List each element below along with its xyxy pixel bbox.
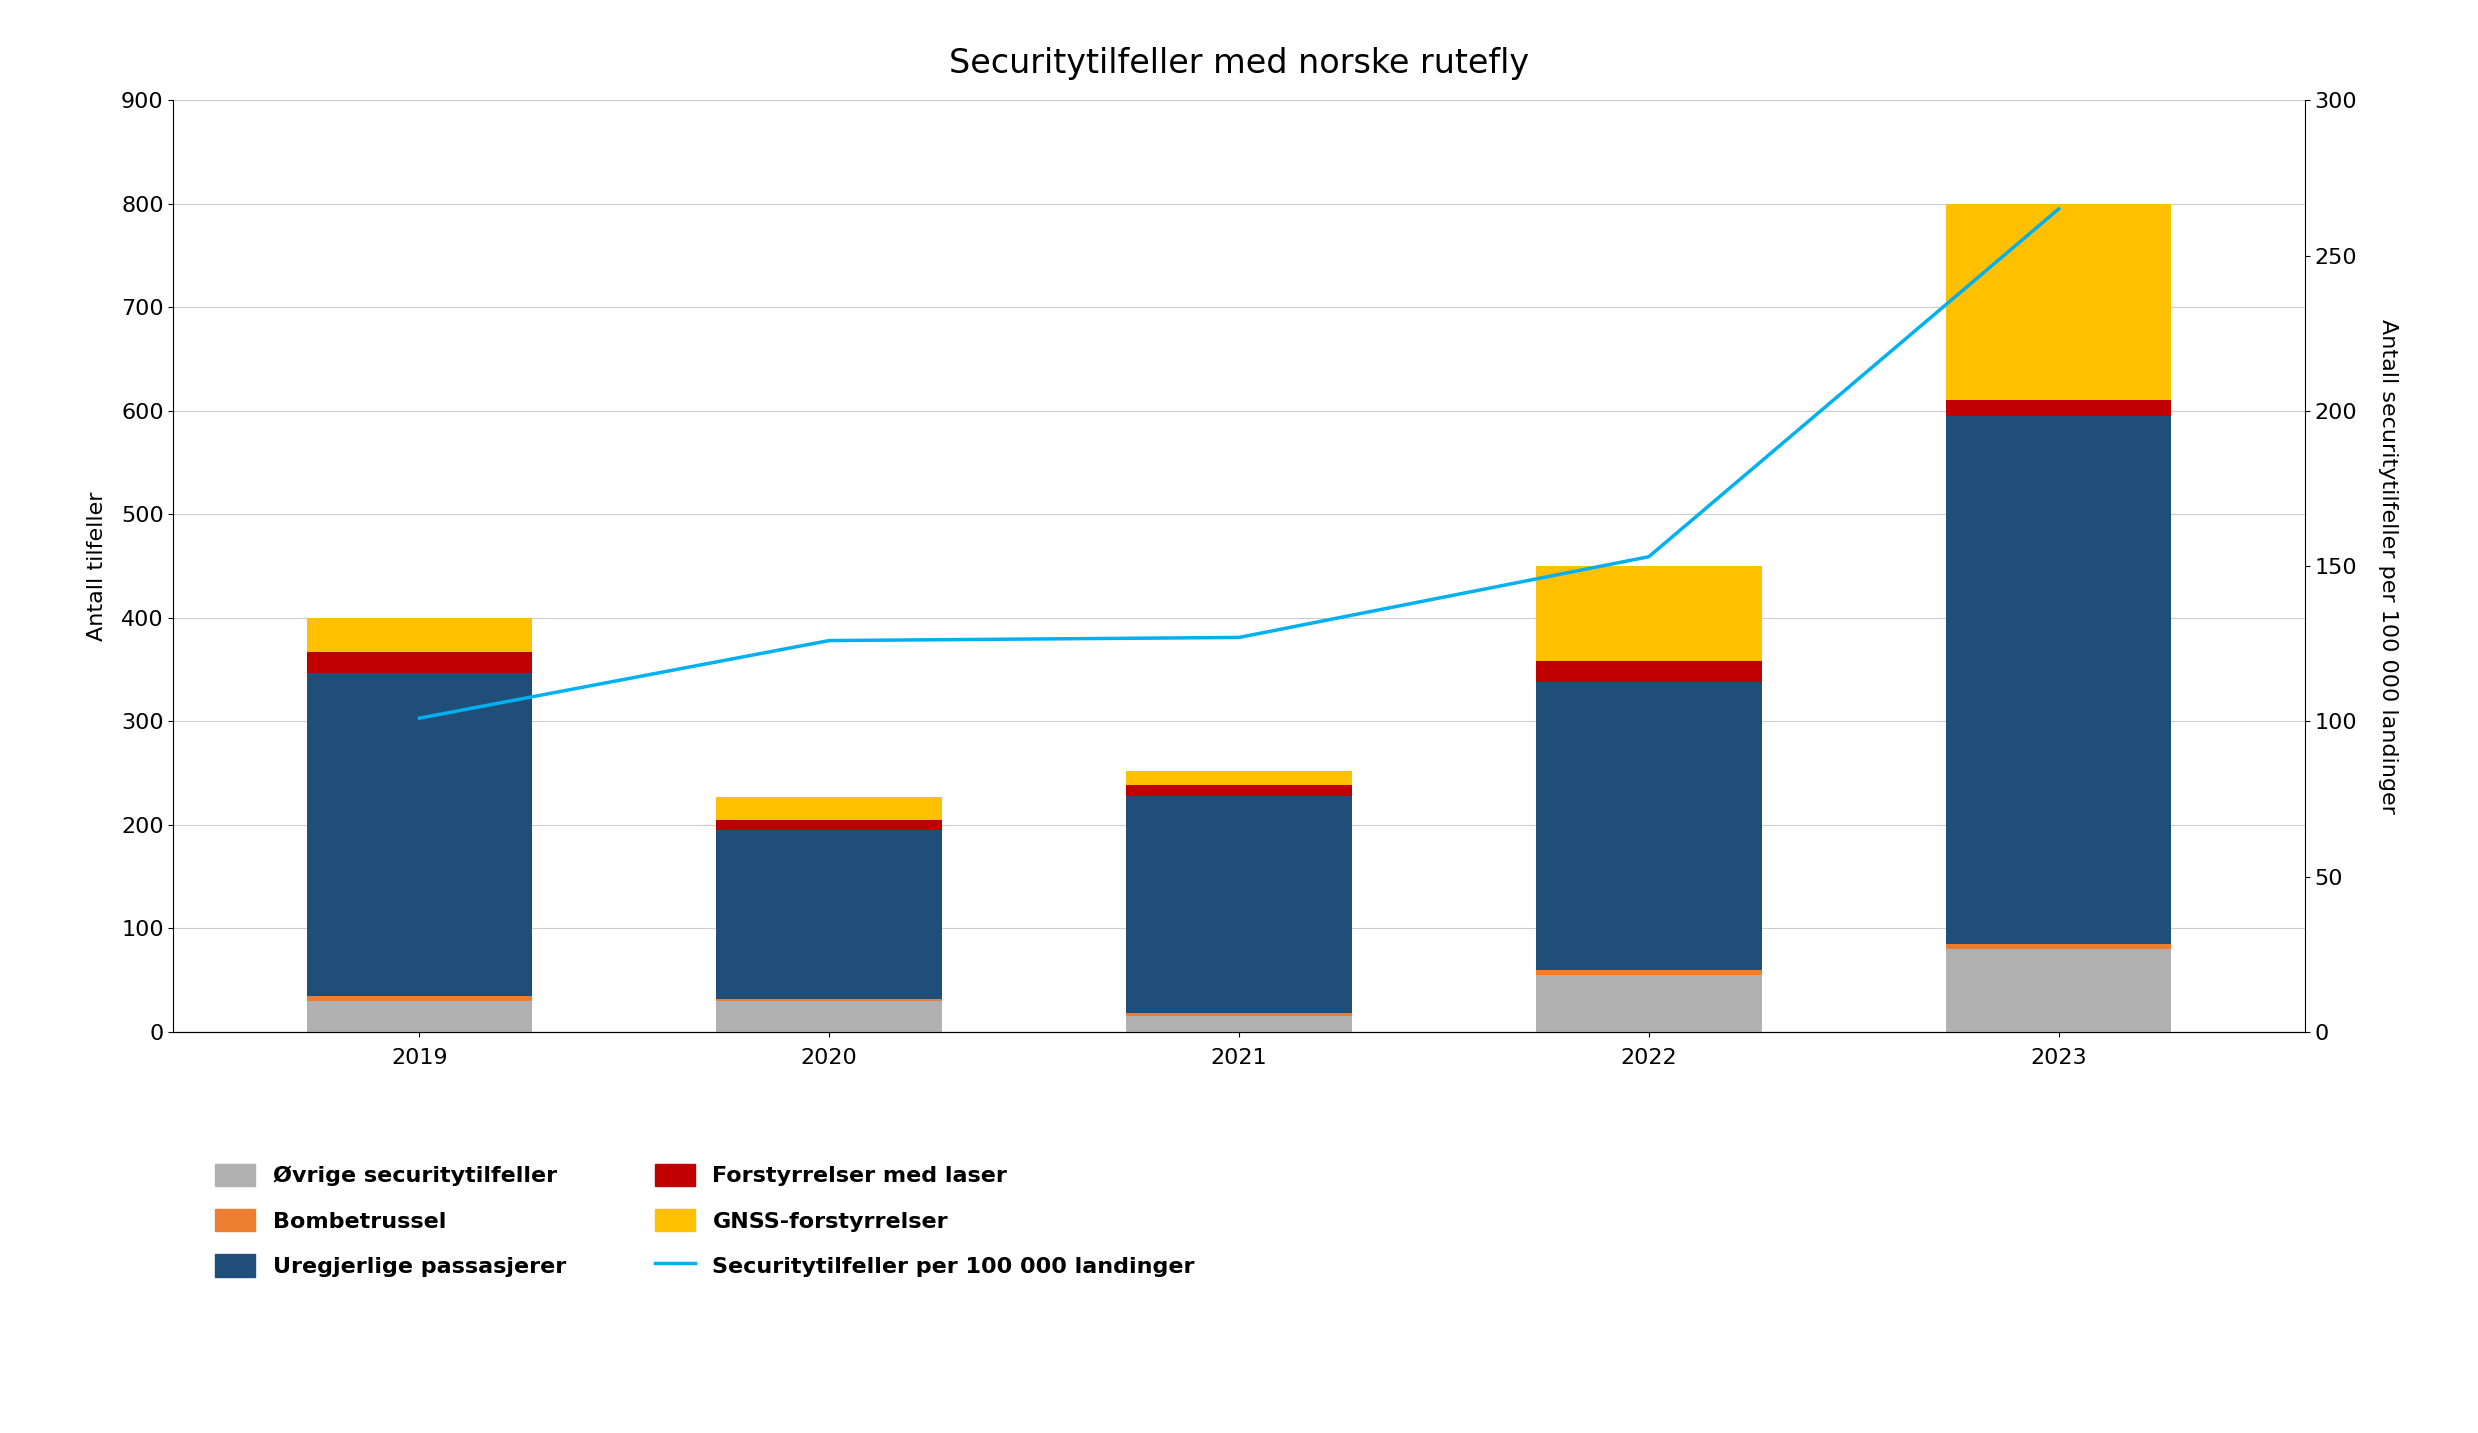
Bar	[1127, 771, 1351, 785]
Bar	[307, 672, 533, 996]
Bar	[1945, 203, 2171, 400]
Bar	[1945, 400, 2171, 416]
Legend: Øvrige securitytilfeller, Bombetrussel, Uregjerlige passasjerer, Forstyrrelser m: Øvrige securitytilfeller, Bombetrussel, …	[206, 1155, 1204, 1285]
Bar	[1127, 1016, 1351, 1032]
Bar	[1536, 970, 1762, 974]
Bar	[716, 820, 942, 830]
Bar	[1536, 974, 1762, 1032]
Bar	[307, 1000, 533, 1032]
Bar	[307, 996, 533, 1000]
Y-axis label: Antall tilfeller: Antall tilfeller	[87, 492, 107, 641]
Bar	[716, 1000, 942, 1032]
Bar	[1536, 682, 1762, 970]
Y-axis label: Antall securitytilfeller per 100 000 landinger: Antall securitytilfeller per 100 000 lan…	[2379, 318, 2399, 814]
Bar	[307, 618, 533, 652]
Bar	[307, 652, 533, 672]
Bar	[1536, 566, 1762, 661]
Bar	[1945, 944, 2171, 949]
Bar	[1945, 949, 2171, 1032]
Bar	[1127, 795, 1351, 1013]
Bar	[1127, 1013, 1351, 1016]
Bar	[716, 830, 942, 999]
Bar	[716, 999, 942, 1000]
Bar	[716, 797, 942, 820]
Bar	[1945, 416, 2171, 944]
Title: Securitytilfeller med norske rutefly: Securitytilfeller med norske rutefly	[949, 46, 1529, 80]
Bar	[1127, 785, 1351, 795]
Bar	[1536, 661, 1762, 682]
